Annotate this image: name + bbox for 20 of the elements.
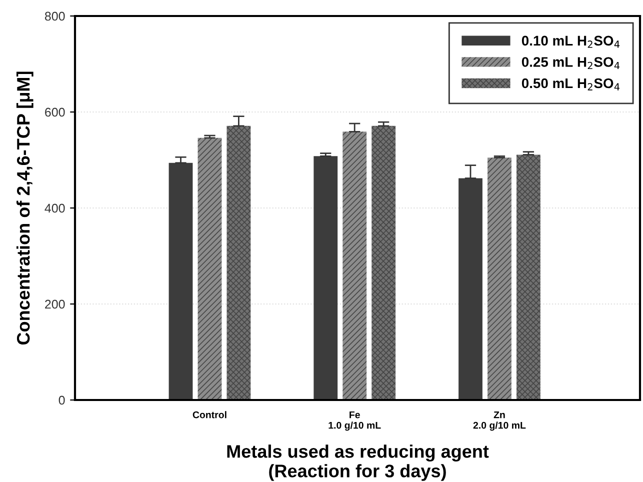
bar	[516, 154, 540, 400]
y-tick-label: 0	[58, 396, 65, 405]
y-tick-label: 400	[44, 204, 65, 213]
bar	[226, 126, 251, 400]
bar	[342, 132, 367, 400]
x-tick-label: Control	[192, 411, 226, 418]
legend-label: 0.10 mL H$_{2}$SO$_{4}$	[522, 36, 620, 48]
x-tick-label: Fe 1.0 g/10 mL	[328, 411, 381, 431]
legend-label: 0.25 mL H$_{2}$SO$_{4}$	[522, 57, 620, 70]
bar	[488, 158, 512, 400]
bar	[372, 126, 396, 400]
x-tick-label: Zn 2.0 g/10 mL	[473, 411, 526, 431]
y-axis-title: Concentration of 2,4,6-TCP [μM]	[16, 72, 34, 345]
y-tick-label: 800	[44, 12, 65, 21]
bar	[198, 138, 222, 400]
legend-label: 0.50 mL H$_{2}$SO$_{4}$	[522, 78, 620, 90]
bar	[314, 156, 338, 400]
x-axis-title: Metals used as reducing agent (Reaction for 3 days)	[227, 444, 489, 481]
y-tick-label: 600	[45, 108, 65, 117]
y-tick-label: 200	[45, 300, 65, 309]
